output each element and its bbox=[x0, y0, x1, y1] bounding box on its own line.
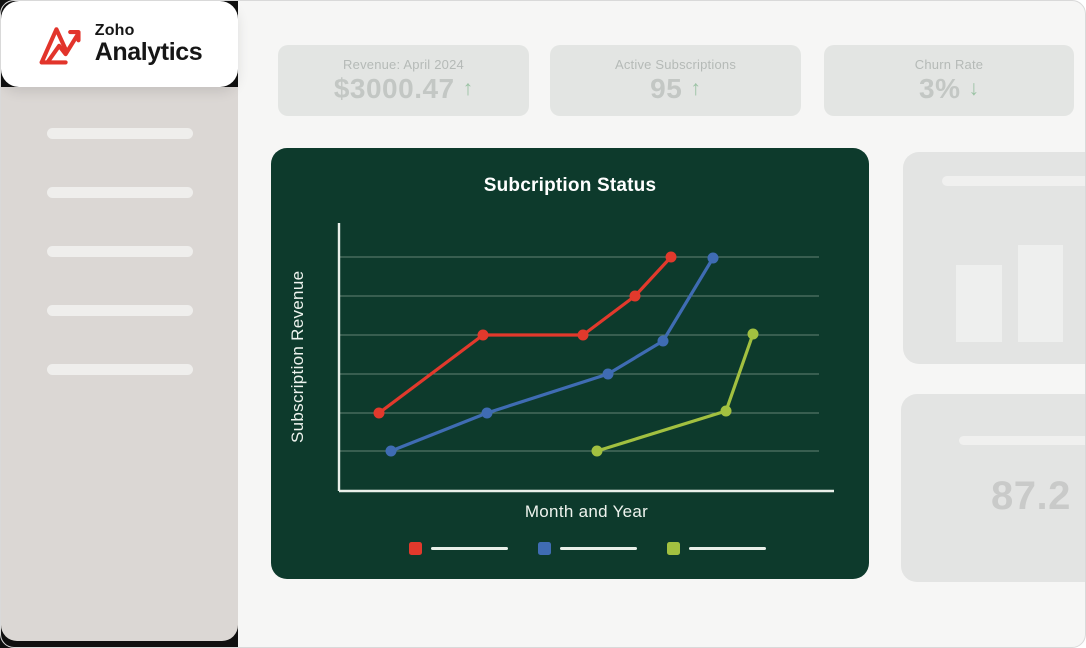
trend-up-icon: ↑ bbox=[690, 76, 701, 100]
stat-card-churn-rate: Churn Rate 3% ↓ bbox=[824, 45, 1074, 116]
placeholder-title-bar bbox=[942, 176, 1085, 186]
legend-swatch-icon bbox=[667, 542, 680, 555]
subscription-status-card: Subcription Status Subscription Revenue … bbox=[271, 148, 869, 579]
legend-label-placeholder bbox=[560, 547, 637, 550]
sidebar-item-placeholder[interactable] bbox=[46, 128, 193, 139]
metric-value: 87.2 bbox=[991, 474, 1071, 518]
legend-green bbox=[667, 542, 766, 555]
legend-red bbox=[409, 542, 508, 555]
sidebar-nav bbox=[1, 87, 238, 641]
legend-blue bbox=[538, 542, 637, 555]
placeholder-metric-card: 87.2 bbox=[901, 394, 1085, 582]
stat-label: Active Subscriptions bbox=[614, 56, 737, 72]
stat-value: $3000.47 bbox=[333, 72, 455, 104]
logo-text: Zoho Analytics bbox=[95, 23, 203, 65]
legend-swatch-icon bbox=[409, 542, 422, 555]
legend-label-placeholder bbox=[689, 547, 766, 550]
y-axis-label: Subscription Revenue bbox=[288, 270, 307, 444]
series-blue bbox=[389, 256, 715, 453]
stat-card-revenue: Revenue: April 2024 $3000.47 ↑ bbox=[278, 45, 529, 116]
sidebar-item-placeholder[interactable] bbox=[46, 187, 193, 198]
subscription-chart-svg bbox=[337, 223, 834, 493]
placeholder-bar bbox=[956, 265, 1002, 342]
stat-value: 3% bbox=[919, 72, 961, 104]
chart-legend bbox=[409, 542, 766, 555]
sidebar-item-placeholder[interactable] bbox=[46, 305, 193, 316]
stat-value: 95 bbox=[650, 72, 683, 104]
placeholder-title-bar bbox=[959, 436, 1085, 445]
logo-brand-top: Zoho bbox=[94, 22, 135, 39]
sidebar-item-placeholder[interactable] bbox=[46, 364, 193, 375]
zoho-analytics-logo-icon bbox=[39, 27, 81, 65]
stat-card-active-subscriptions: Active Subscriptions 95 ↑ bbox=[550, 45, 801, 116]
legend-label-placeholder bbox=[431, 547, 508, 550]
x-axis-label: Month and Year bbox=[524, 502, 649, 521]
placeholder-bar-chart-card bbox=[903, 152, 1085, 364]
chart-title: Subcription Status bbox=[483, 175, 657, 196]
series-green bbox=[595, 332, 755, 453]
stat-label: Revenue: April 2024 bbox=[343, 56, 464, 72]
sidebar-item-placeholder[interactable] bbox=[46, 246, 193, 257]
legend-swatch-icon bbox=[538, 542, 551, 555]
logo-card: Zoho Analytics bbox=[1, 1, 238, 87]
logo-brand-bottom: Analytics bbox=[94, 38, 203, 66]
trend-up-icon: ↑ bbox=[462, 76, 474, 100]
trend-down-icon: ↓ bbox=[968, 76, 979, 100]
placeholder-bar bbox=[1018, 245, 1063, 342]
stat-label: Churn Rate bbox=[914, 56, 984, 72]
